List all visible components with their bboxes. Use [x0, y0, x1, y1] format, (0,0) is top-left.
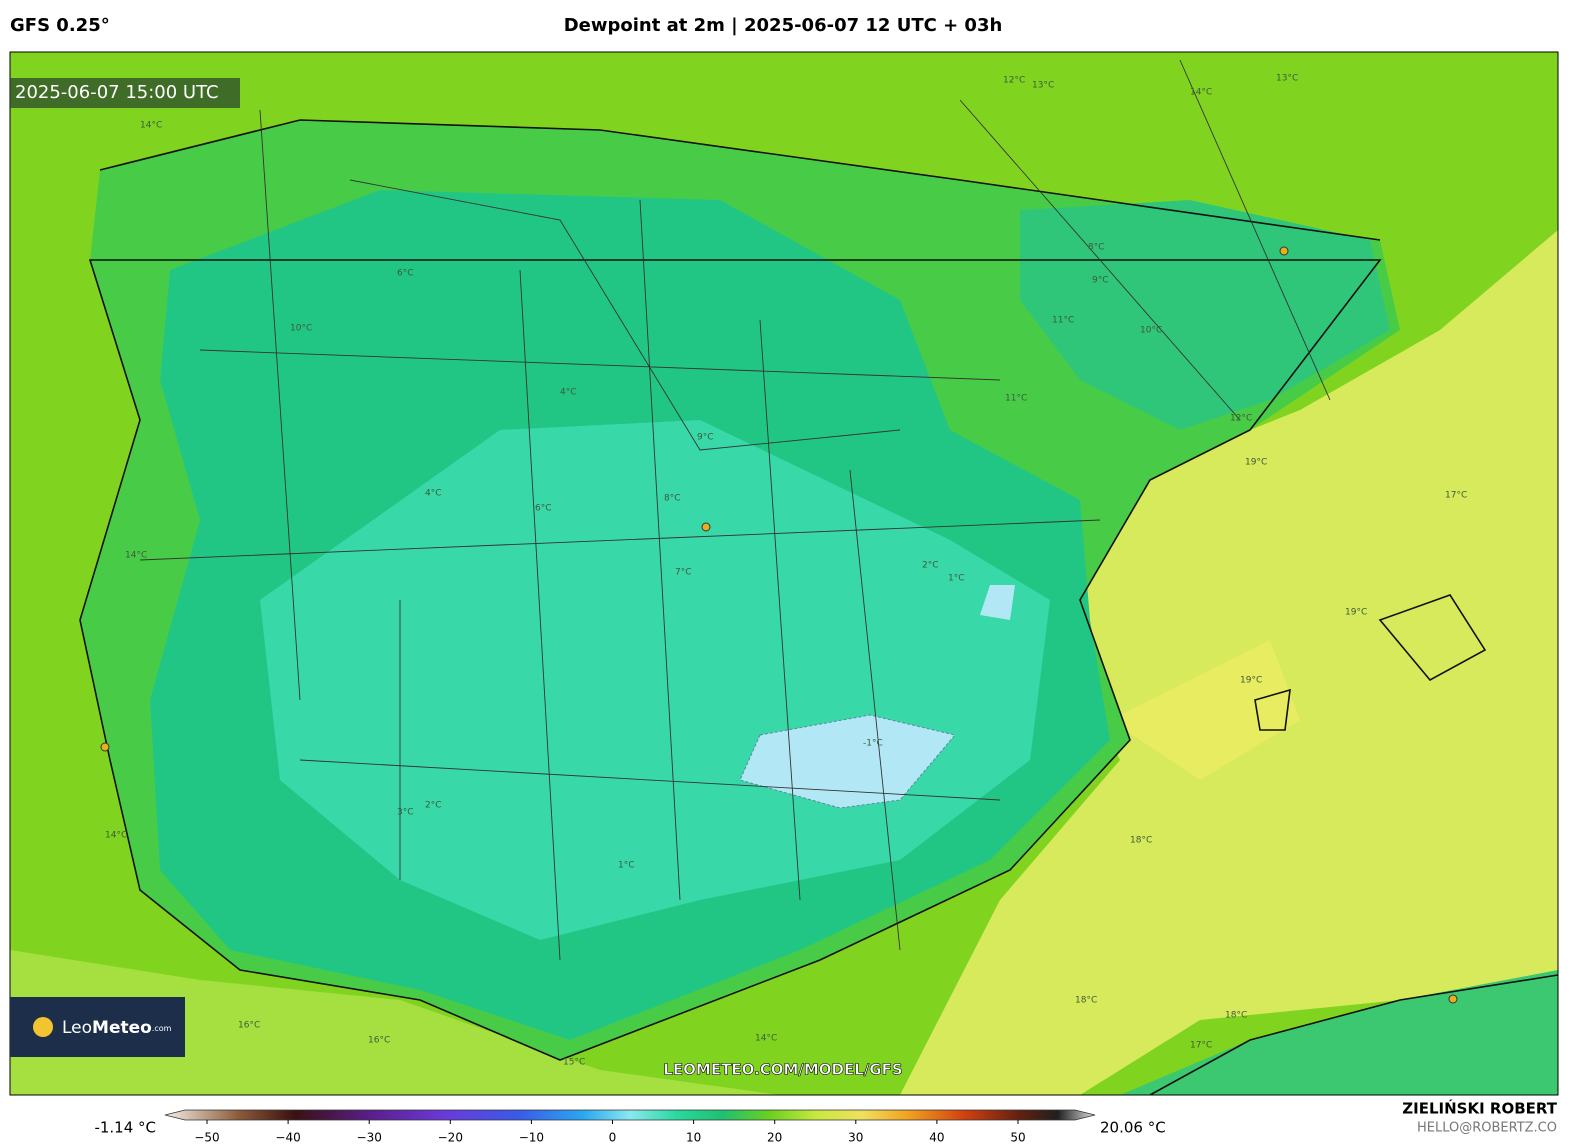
contour-label: 6°C [397, 269, 414, 279]
contour-label: 19°C [1345, 608, 1367, 618]
contour-label: 14°C [140, 121, 162, 131]
contour-label: 19°C [1245, 458, 1267, 468]
cold-area [980, 585, 1015, 620]
colorbar-tick-label: 10 [686, 1131, 701, 1145]
colorbar-min: -1.14 °C [94, 1119, 156, 1137]
colorbar-tick-label: 40 [929, 1131, 944, 1145]
valid-time: 2025-06-07 15:00 UTC [15, 82, 219, 103]
contour-label: 14°C [105, 831, 127, 841]
colorbar-tick-label: 20 [767, 1131, 782, 1145]
contour-label: 14°C [755, 1034, 777, 1044]
contour-labels: 14°C 12°C 13°C 14°C 13°C 8°C 9°C 11°C 10°C 11°C 12… [105, 74, 1467, 1068]
colorbar-tick-label: 50 [1010, 1131, 1025, 1145]
contour-label: 16°C [368, 1036, 390, 1046]
colorbar [164, 1109, 1096, 1121]
contour-label: 19°C [1240, 676, 1262, 686]
map-title: Dewpoint at 2m | 2025-06-07 12 UTC + 03h [564, 15, 1003, 36]
contour-label: 9°C [697, 433, 714, 443]
contour-label: 9°C [1092, 276, 1109, 286]
contour-label: 12°C [1230, 414, 1252, 424]
city-marker [1279, 246, 1289, 256]
contour-label: 18°C [1130, 836, 1152, 846]
land-light [260, 420, 1050, 940]
contour-label: 2°C [922, 561, 939, 571]
contour-label: 15°C [563, 1058, 585, 1068]
contour-label: 4°C [425, 489, 442, 499]
logo-sun [33, 1017, 53, 1037]
time-box [10, 78, 240, 108]
colorbar-max: 20.06 °C [1100, 1119, 1166, 1137]
contour-label: 14°C [1190, 88, 1212, 98]
africa [1120, 970, 1558, 1095]
colorbar-tick-label: −50 [194, 1131, 219, 1145]
colorbar-tick-label: −40 [275, 1131, 300, 1145]
watermark: LEOMETEO.COM/MODEL/GFS [663, 1061, 902, 1079]
contour-label: 13°C [1032, 81, 1054, 91]
author: ZIELIŃSKI ROBERT [1402, 1099, 1557, 1118]
cold-area [739, 714, 956, 809]
colorbar-tick-label: −20 [438, 1131, 463, 1145]
model-name: GFS 0.25° [10, 15, 110, 36]
colorbar-tick-label: −30 [357, 1131, 382, 1145]
contour-label: 14°C [125, 551, 147, 561]
contour-label: 2°C [425, 801, 442, 811]
contour-label: 7°C [675, 568, 692, 578]
contact: HELLO@ROBERTZ.CO [1417, 1121, 1557, 1136]
contour-label: 10°C [290, 324, 312, 334]
contour-label: 17°C [1445, 491, 1467, 501]
contour-label: 10°C [1140, 326, 1162, 336]
colorbar-tick-label: 0 [609, 1131, 617, 1145]
contour-label: -1°C [863, 739, 883, 749]
map: 14°C 12°C 13°C 14°C 13°C 8°C 9°C 11°C 10°C 11°C 12… [10, 52, 1558, 1095]
borders [139, 59, 1331, 961]
city-marker [701, 522, 711, 532]
coastline [79, 119, 1558, 1095]
contour-label: 4°C [560, 388, 577, 398]
city-marker [100, 742, 110, 752]
logo-second: Meteo [92, 1018, 152, 1038]
contour-label: 18°C [1225, 1011, 1247, 1021]
contour-label: 6°C [535, 504, 552, 514]
logo-text: LeoMeteo.com [62, 1018, 172, 1038]
contour-label: 1°C [618, 861, 635, 871]
colorbar-ticks: −50 −40 −30 −20 −10 0 10 20 30 40 50 [194, 1120, 1026, 1145]
sea-warmest [1110, 640, 1300, 780]
colorbar-tick-label: −10 [519, 1131, 544, 1145]
sea-south [10, 950, 780, 1095]
city-marker [1448, 994, 1458, 1004]
contour-label: 11°C [1005, 394, 1027, 404]
contour-label: 12°C [1003, 76, 1025, 86]
logo-suffix: .com [152, 1024, 172, 1033]
map-frame [9, 51, 1559, 1096]
contour-label: 16°C [238, 1021, 260, 1031]
logo-first: Leo [62, 1018, 92, 1038]
contour-label: 3°C [397, 808, 414, 818]
contour-label: 17°C [1190, 1041, 1212, 1051]
contour-label: 18°C [1075, 996, 1097, 1006]
pyrenees-teal [1020, 200, 1390, 430]
colorbar-tick-label: 30 [848, 1131, 863, 1145]
contour-label: 13°C [1276, 74, 1298, 84]
contour-label: 8°C [1088, 243, 1105, 253]
contour-label: 8°C [664, 494, 681, 504]
contour-label: 11°C [1052, 316, 1074, 326]
contour-label: 1°C [948, 574, 965, 584]
